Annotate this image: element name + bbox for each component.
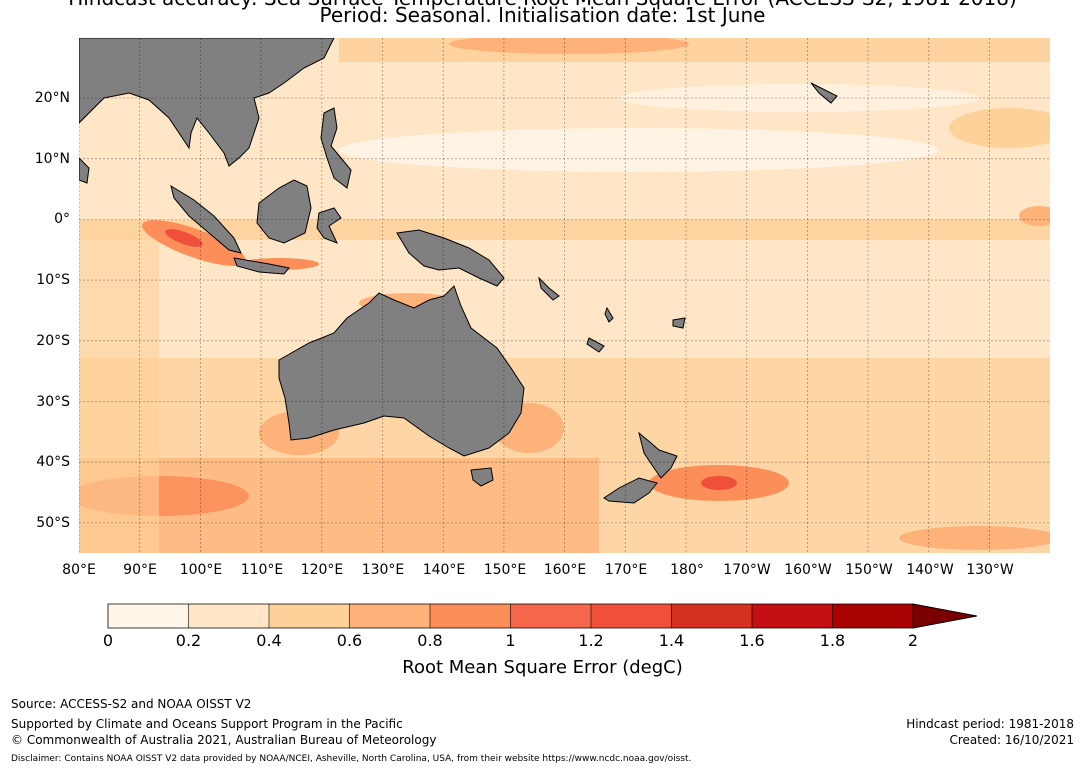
colorbar-tick-0-8: 0.8 — [417, 631, 443, 650]
colorbar-segment — [108, 604, 189, 628]
rmse-map — [79, 38, 1050, 553]
west-column — [79, 238, 159, 553]
lon-label-170e: 170°E — [604, 562, 648, 578]
lon-label-130w: 130°W — [966, 562, 1014, 578]
colorbar-label: Root Mean Square Error (degC) — [402, 657, 683, 678]
lon-label-160e: 160°E — [543, 562, 587, 578]
land-tasmania — [470, 467, 494, 487]
colorbar-segment — [430, 604, 511, 628]
colorbar-extend-arrow — [912, 603, 978, 629]
disclaimer-text: Disclaimer: Contains NOAA OISST V2 data … — [11, 754, 692, 764]
lon-label-100e: 100°E — [179, 562, 223, 578]
land-new-guinea — [396, 229, 505, 287]
lon-label-150w: 150°W — [845, 562, 893, 578]
copyright-text: © Commonwealth of Australia 2021, Austra… — [11, 733, 437, 747]
lat-label-eq: 0° — [54, 211, 70, 227]
lon-label-130e: 130°E — [361, 562, 405, 578]
colorbar-segment — [269, 604, 350, 628]
lon-label-160w: 160°W — [784, 562, 832, 578]
error-patch-se — [899, 526, 1050, 550]
map-title-line2: Period: Seasonal. Initialisation date: 1… — [319, 3, 766, 27]
lon-label-150e: 150°E — [483, 562, 527, 578]
land-solomon — [538, 276, 560, 301]
hindcast-period-text: Hindcast period: 1981-2018 — [906, 717, 1074, 731]
land-masses — [79, 38, 838, 504]
lon-label-140e: 140°E — [422, 562, 466, 578]
lat-label-40s: 40°S — [36, 454, 70, 470]
source-text: Source: ACCESS-S2 and NOAA OISST V2 — [11, 697, 252, 711]
map-title-line1: Hindcast accuracy: Sea Surface Temperatu… — [0, 0, 1085, 10]
error-hotspot-nz — [701, 476, 737, 490]
land-new-caledonia — [586, 337, 605, 353]
colorbar-tick-0: 0 — [102, 631, 114, 650]
colorbar-segment — [591, 604, 672, 628]
lon-label-80e: 80°E — [62, 562, 96, 578]
error-patch-top — [449, 38, 689, 54]
colorbar-tick-1-2: 1.2 — [578, 631, 604, 650]
colorbar-segment — [349, 604, 430, 628]
colorbar-segment — [752, 604, 833, 628]
lat-label-10n: 10°N — [34, 151, 70, 167]
colorbar — [107, 603, 978, 629]
land-nz-north — [638, 431, 678, 479]
low-error-band-north — [339, 128, 939, 172]
land-sulawesi — [316, 207, 342, 244]
supported-text: Supported by Climate and Oceans Support … — [11, 717, 403, 731]
created-text: Created: 16/10/2021 — [949, 733, 1074, 747]
land-nz-south — [603, 477, 658, 504]
colorbar-tick-1-8: 1.8 — [819, 631, 846, 650]
lon-label-90e: 90°E — [123, 562, 157, 578]
colorbar-segment — [671, 604, 752, 628]
colorbar-tick-1: 1 — [505, 631, 516, 650]
lon-label-180: 180° — [670, 562, 704, 578]
land-asia — [79, 38, 335, 167]
land-borneo — [256, 179, 312, 244]
colorbar-outline — [107, 603, 978, 629]
colorbar-segment — [188, 604, 269, 628]
lon-label-170w: 170°W — [723, 562, 771, 578]
map-canvas — [79, 38, 1050, 553]
land-hawaii — [810, 82, 838, 104]
lat-label-20s: 20°S — [36, 333, 70, 349]
equatorial-patch-east — [1019, 206, 1050, 226]
lon-label-120e: 120°E — [300, 562, 344, 578]
lon-label-140w: 140°W — [906, 562, 954, 578]
land-sri-lanka — [79, 157, 90, 184]
lat-label-20n: 20°N — [34, 90, 70, 106]
lat-label-30s: 30°S — [36, 394, 70, 410]
colorbar-segment — [832, 604, 913, 628]
land-australia — [278, 285, 525, 457]
land-philippines — [320, 107, 352, 189]
lat-label-50s: 50°S — [36, 515, 70, 531]
graticule — [79, 38, 1050, 553]
land-sumatra — [170, 184, 242, 254]
colorbar-tick-0-2: 0.2 — [175, 631, 202, 650]
colorbar-tick-1-4: 1.4 — [658, 631, 685, 650]
error-hotspot-sumatra — [165, 229, 203, 247]
colorbar-tick-2: 2 — [907, 631, 919, 650]
error-patch-ne — [949, 108, 1050, 148]
low-error-band-north2 — [619, 84, 979, 112]
colorbar-tick-1-6: 1.6 — [739, 631, 765, 650]
colorbar-segment — [510, 604, 591, 628]
colorbar-tick-0-6: 0.6 — [336, 631, 363, 650]
error-strip-top — [339, 38, 1050, 62]
colorbar-tick-0-4: 0.4 — [256, 631, 282, 650]
land-vanuatu — [604, 306, 614, 323]
lat-label-10s: 10°S — [36, 272, 70, 288]
land-java — [233, 257, 290, 275]
lon-label-110e: 110°E — [240, 562, 284, 578]
ocean-error-field — [79, 38, 1050, 553]
land-fiji — [672, 317, 686, 329]
